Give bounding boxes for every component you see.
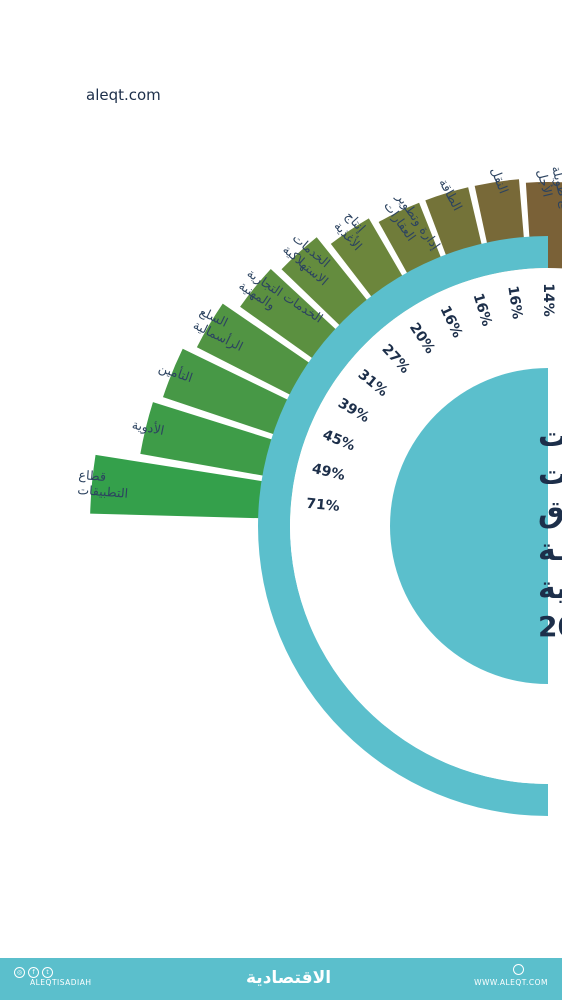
value-label: 71% (306, 496, 341, 515)
globe-icon (513, 964, 524, 975)
footer-handle: ALEQTISADIAH (30, 978, 92, 987)
center-disc (390, 368, 548, 684)
bar-1 (90, 454, 294, 520)
value-band (290, 268, 548, 784)
footer-bar: ◎ f t ALEQTISADIAH الاقتصادية WWW.ALEQT.… (0, 958, 562, 1000)
twitter-icon[interactable]: t (42, 967, 53, 978)
footer-website[interactable]: WWW.ALEQT.COM (474, 978, 548, 987)
chart-title-line: مؤشرات (538, 419, 562, 454)
instagram-icon[interactable]: ◎ (14, 967, 25, 978)
chart-title-line: السعوديـة (538, 533, 562, 568)
chart-title-line: الســـوق (538, 495, 562, 530)
value-label: 14% (540, 283, 556, 317)
category-label-line: الأجل (534, 168, 555, 199)
chart-title-line: قطاعـــات (538, 457, 562, 492)
site-url: aleqt.com (86, 86, 161, 104)
bar-2 (140, 402, 302, 482)
value-label: 49% (310, 461, 346, 484)
category-label: قطاعالتطبيقات (77, 467, 130, 501)
chart-title-group: مؤشرات قطاعـــات الســـوق السعوديـة منذ بداي… (538, 419, 562, 643)
bar-3 (162, 348, 316, 445)
value-label: 16% (504, 285, 525, 321)
chart-title-line: منذ بداية (538, 571, 562, 606)
footer-logo: الاقتصادية (246, 968, 332, 988)
ring-band (258, 236, 548, 816)
facebook-icon[interactable]: f (28, 967, 39, 978)
social-icons: ◎ f t (14, 967, 53, 978)
category-label-line: التطبيقات (77, 482, 129, 501)
category-label-line: قطاع (78, 467, 107, 484)
chart-title-line: 2023 (538, 610, 562, 643)
